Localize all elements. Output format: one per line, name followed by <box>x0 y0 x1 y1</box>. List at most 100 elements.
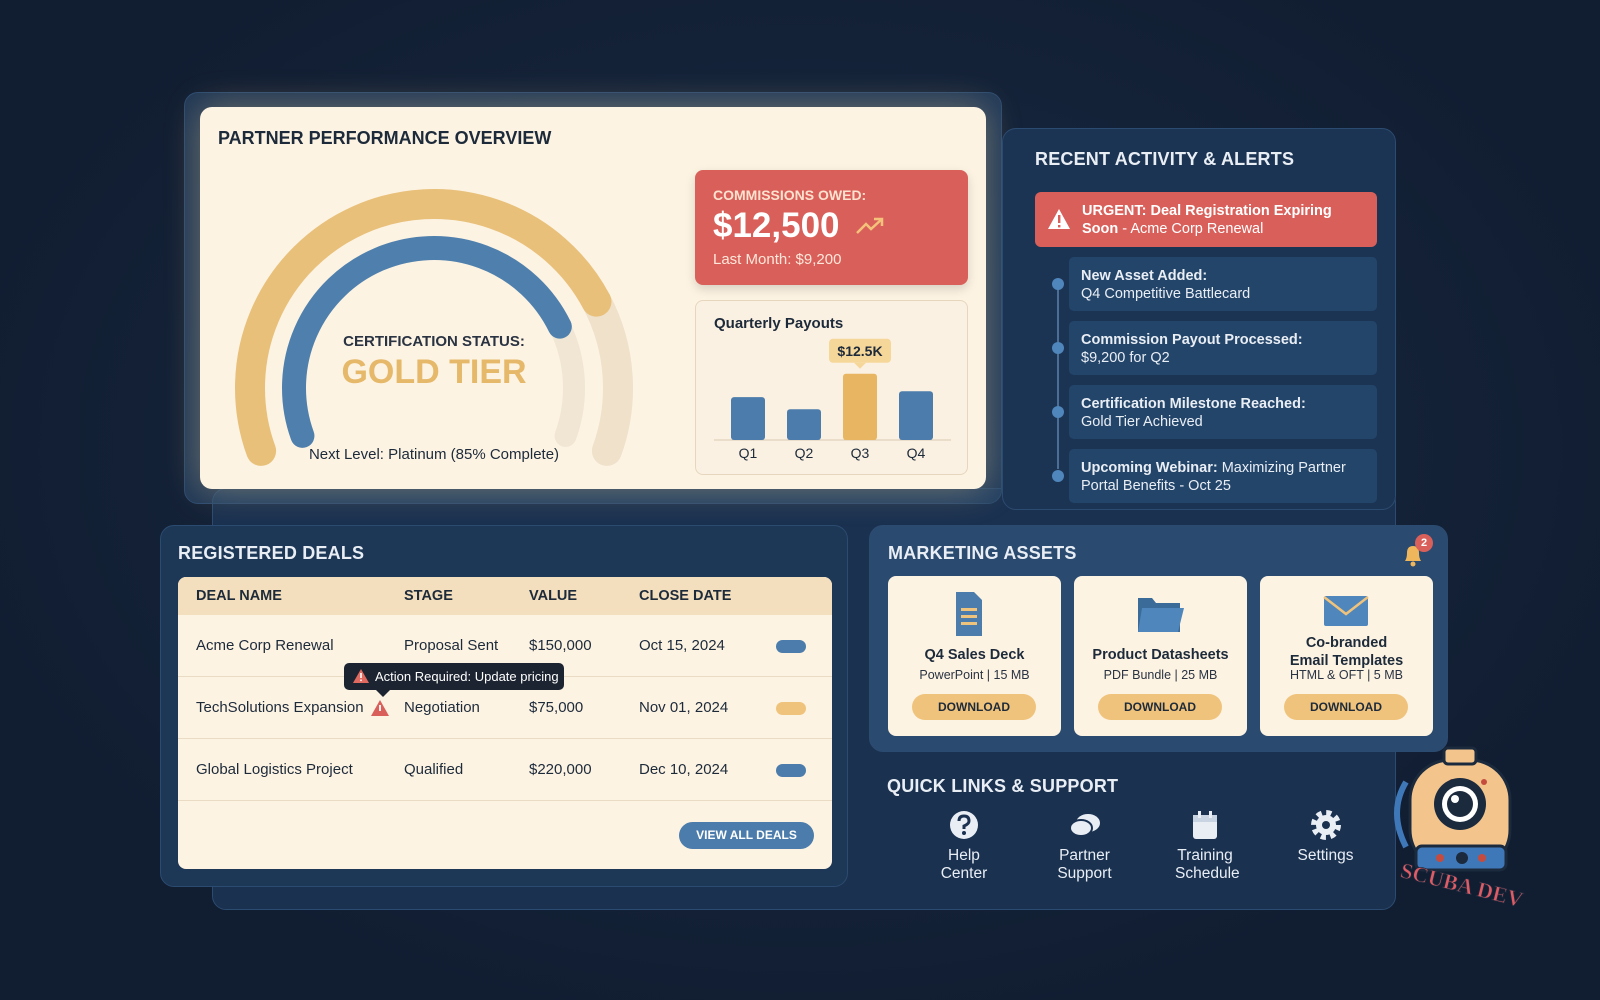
bar <box>787 409 821 440</box>
value-label: $12.5K <box>837 343 882 359</box>
asset-meta: PDF Bundle | 25 MB <box>1103 668 1218 682</box>
doc-line <box>961 608 977 611</box>
quick-link-icon[interactable] <box>1310 809 1342 841</box>
bell-icon[interactable] <box>1401 542 1425 568</box>
value-label-bg <box>829 338 891 363</box>
quick-link-icon[interactable] <box>1189 809 1221 841</box>
bar <box>899 391 933 440</box>
view-all-button[interactable]: VIEW ALL DEALS <box>679 822 814 849</box>
download-button[interactable]: DOWNLOAD <box>912 694 1036 720</box>
activity-item-detail: Gold Tier Achieved <box>1081 414 1203 430</box>
alert-icon <box>1048 209 1070 229</box>
trend-icon <box>856 217 884 234</box>
asset-card[interactable]: Q4 Sales Deck PowerPoint | 15 MB DOWNLOAD <box>888 576 1061 736</box>
overview-card: PARTNER PERFORMANCE OVERVIEW CERTIFICATI… <box>200 107 986 489</box>
quick-link-label[interactable]: Training Schedule <box>1175 847 1240 882</box>
table-cell: Nov 01, 2024 <box>639 699 729 716</box>
alert-title: URGENT: Deal Registration Expiring Soon <box>1082 203 1332 237</box>
status-pill <box>776 702 806 715</box>
value-label-pointer <box>854 362 866 369</box>
gauge <box>235 189 633 466</box>
row-divider <box>178 738 832 739</box>
activity-item-title: New Asset Added: <box>1081 268 1208 284</box>
table-cell: TechSolutions Expansion <box>196 699 364 716</box>
activity-item-title: Upcoming Webinar: <box>1081 460 1218 476</box>
assets-title: MARKETING ASSETS <box>888 543 1077 563</box>
quick-link-label[interactable]: Settings <box>1297 847 1354 864</box>
activity-panel: RECENT ACTIVITY & ALERTS URGENT: Deal Re… <box>1002 128 1396 510</box>
activity-item-title: Certification Milestone Reached: <box>1081 396 1306 412</box>
commissions-amount: $12,500 <box>713 206 840 245</box>
commissions-label: COMMISSIONS OWED: <box>713 187 867 203</box>
tier: GOLD TIER <box>341 353 527 391</box>
help-mark <box>957 814 971 829</box>
folder-front <box>1138 608 1184 632</box>
asset-card[interactable]: Product Datasheets PDF Bundle | 25 MB DOWN… <box>1074 576 1247 736</box>
activity-item-detail: Q4 Competitive Battlecard <box>1081 286 1251 302</box>
asset-meta: HTML & OFT | 5 MB <box>1290 668 1403 682</box>
payouts-card: Quarterly Payouts Q1 Q2 Q3 $12.5K Q4 <box>695 300 968 475</box>
column-header: STAGE <box>404 588 453 604</box>
row-divider <box>178 800 832 801</box>
asset-meta: PowerPoint | 15 MB <box>919 668 1030 682</box>
table-cell: Negotiation <box>404 699 480 716</box>
gauge-track <box>581 286 633 466</box>
envelope-flap <box>1323 596 1369 616</box>
assets-panel: MARKETING ASSETS 2 Q4 Sales Deck PowerPoi… <box>869 525 1448 752</box>
calendar-ring <box>1209 811 1212 818</box>
quick-links-title: QUICK LINKS & SUPPORT <box>887 776 1119 796</box>
activity-item: Certification Milestone Reached: Gold Tie… <box>1069 385 1377 439</box>
doc-line <box>961 622 977 625</box>
activity-item-detail: $9,200 for Q2 <box>1081 350 1170 366</box>
warning-bang <box>379 705 381 711</box>
table-cell: Proposal Sent <box>404 637 499 654</box>
gauge-progress <box>282 236 572 448</box>
tooltip-icon <box>353 669 369 683</box>
activity-item: New Asset Added: Q4 Competitive Battlecar… <box>1069 257 1377 311</box>
status-pill <box>776 640 806 653</box>
quick-link-label[interactable]: Partner Support <box>1057 847 1112 882</box>
download-button[interactable]: DOWNLOAD <box>1098 694 1222 720</box>
x-tick-label: Q1 <box>739 445 758 461</box>
tooltip-text: Action Required: Update pricing <box>375 669 559 684</box>
table-cell: Dec 10, 2024 <box>639 761 729 778</box>
envelope <box>1324 596 1368 626</box>
table-cell: $220,000 <box>529 761 592 778</box>
activity-item: Upcoming Webinar: Maximizing Partner Port… <box>1069 449 1377 503</box>
asset-name: Co-branded Email Templates <box>1289 635 1404 669</box>
table-header <box>178 577 832 615</box>
asset-icon <box>1138 598 1184 632</box>
quick-link-icon[interactable] <box>1068 809 1101 841</box>
download-button[interactable]: DOWNLOAD <box>1284 694 1408 720</box>
activity-item-detail: Maximizing Partner Portal Benefits - Oct… <box>1081 460 1346 494</box>
gauge-inner-track <box>548 315 585 447</box>
table-cell: Oct 15, 2024 <box>639 637 725 654</box>
asset-card[interactable]: Co-branded Email Templates HTML & OFT | 5… <box>1260 576 1433 736</box>
quick-link-label[interactable]: Help Center <box>940 847 988 882</box>
tooltip-arrow <box>376 690 390 697</box>
table-cell: $75,000 <box>529 699 584 716</box>
overview-title: PARTNER PERFORMANCE OVERVIEW <box>218 128 552 148</box>
alert: URGENT: Deal Registration Expiring Soon … <box>1035 192 1377 247</box>
calendar-top <box>1193 815 1217 822</box>
next-level: Next Level: Platinum (85% Complete) <box>308 446 560 463</box>
doc-icon <box>956 592 982 636</box>
status-pill <box>776 764 806 777</box>
warning-icon <box>371 700 389 716</box>
activity-item: Commission Payout Processed: $9,200 for Q… <box>1069 321 1377 375</box>
bar <box>843 373 877 440</box>
doc-line <box>961 615 977 618</box>
x-tick-label: Q3 <box>851 445 870 461</box>
payouts-title: Quarterly Payouts <box>714 315 844 332</box>
column-header: VALUE <box>529 588 578 604</box>
table-cell: Qualified <box>404 761 464 778</box>
asset-name: Product Datasheets <box>1092 647 1229 663</box>
column-header: CLOSE DATE <box>639 588 732 604</box>
logo: SCUBA DEV <box>1394 746 1526 912</box>
quick-link-icon[interactable] <box>948 809 980 841</box>
x-tick-label: Q2 <box>795 445 814 461</box>
x-tick-label: Q4 <box>907 445 926 461</box>
gauge-outer <box>235 189 612 466</box>
column-header: DEAL NAME <box>196 588 282 604</box>
